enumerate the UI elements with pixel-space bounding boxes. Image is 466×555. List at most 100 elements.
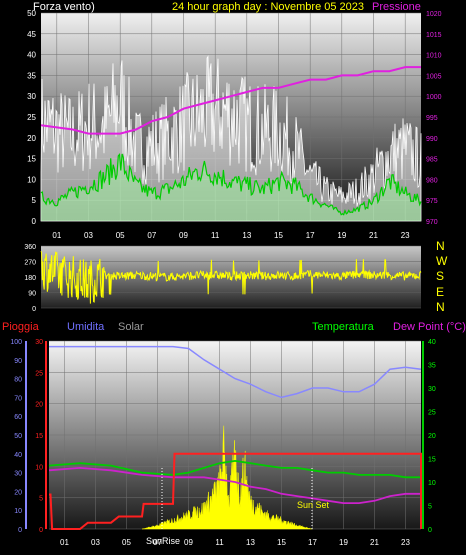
wind-x-tick-label: 07 <box>147 231 156 240</box>
wind-y-tick-label: 15 <box>27 155 36 164</box>
climate-x-tick-label: 17 <box>308 538 317 547</box>
dir-letter-w: W <box>436 254 448 268</box>
temperature-y-tick-label: 5 <box>428 504 432 511</box>
direction-series-line <box>40 251 422 304</box>
temperature-y-tick-label: 25 <box>428 410 436 417</box>
climate-x-tick-label: 11 <box>215 538 224 547</box>
pressure-y-tick-label: 1015 <box>426 32 442 39</box>
wind-y-tick-label: 10 <box>27 175 36 184</box>
dewpoint-label: Dew Point (°C) <box>393 321 466 333</box>
wind-x-tick-label: 05 <box>116 231 125 240</box>
header-right-label: Pressione <box>372 1 421 13</box>
pressure-y-tick-label: 970 <box>426 219 438 226</box>
climate-x-tick-label: 05 <box>122 538 131 547</box>
humidity-y-tick-label: 100 <box>10 339 22 346</box>
humidity-y-tick-label: 60 <box>14 414 22 421</box>
rain-y-tick-label: 25 <box>35 370 43 377</box>
temperature-y-tick-label: 15 <box>428 457 436 464</box>
humidity-y-tick-label: 50 <box>14 433 22 440</box>
sunset-label: Sun Set <box>297 500 330 510</box>
temperature-series-line <box>48 459 421 479</box>
pressure-y-tick-label: 995 <box>426 115 438 122</box>
wind-x-tick-label: 11 <box>211 231 220 240</box>
pressure-y-tick-label: 1000 <box>426 94 442 101</box>
sunrise-label: SunRise <box>146 536 180 546</box>
rain-y-tick-label: 30 <box>35 339 43 346</box>
climate-x-tick-label: 19 <box>339 538 348 547</box>
climate-x-tick-label: 03 <box>91 538 100 547</box>
pressure-y-tick-label: 1020 <box>426 11 442 18</box>
rain-y-tick-label: 20 <box>35 402 43 409</box>
humidity-y-tick-label: 90 <box>14 358 22 365</box>
chart-title: 24 hour graph day : Novembre 05 2023 <box>172 1 364 13</box>
temperature-label: Temperatura <box>312 321 375 333</box>
pressure-y-tick-label: 980 <box>426 177 438 184</box>
temperature-y-tick-label: 0 <box>428 527 432 534</box>
wind-y-tick-label: 50 <box>27 9 36 18</box>
rain-y-tick-label: 5 <box>39 496 43 503</box>
humidity-y-tick-label: 0 <box>18 527 22 534</box>
wind-y-tick-label: 35 <box>27 71 36 80</box>
dir-letter-n-top: N <box>436 239 445 253</box>
wind-y-tick-label: 25 <box>27 113 36 122</box>
climate-x-tick-label: 23 <box>401 538 410 547</box>
humidity-y-tick-label: 20 <box>14 489 22 496</box>
wind-y-tick-label: 0 <box>32 217 37 226</box>
rain-y-tick-label: 10 <box>35 464 43 471</box>
rain-label: Pioggia <box>2 321 40 333</box>
humidity-y-tick-label: 30 <box>14 471 22 478</box>
solar-series-area <box>141 425 313 530</box>
humidity-y-tick-label: 80 <box>14 377 22 384</box>
wind-series-line <box>40 153 422 216</box>
climate-x-tick-label: 07 <box>153 538 162 547</box>
direction-y-tick-label: 0 <box>32 306 36 313</box>
wind-x-tick-label: 13 <box>242 231 251 240</box>
climate-x-tick-label: 01 <box>60 538 69 547</box>
pressure-y-tick-label: 985 <box>426 157 438 164</box>
direction-y-tick-label: 90 <box>28 291 36 298</box>
rain-series-line <box>49 452 422 530</box>
rain-y-tick-label: 15 <box>35 433 43 440</box>
pressure-y-tick-label: 1005 <box>426 73 442 80</box>
wind-x-tick-label: 15 <box>274 231 283 240</box>
dir-letter-n-bottom: N <box>436 300 445 314</box>
temperature-y-tick-label: 10 <box>428 480 436 487</box>
dewpoint-series-line <box>48 466 421 505</box>
wind-x-tick-label: 19 <box>337 231 346 240</box>
wind-y-tick-label: 30 <box>27 92 36 101</box>
wind-x-tick-label: 21 <box>369 231 378 240</box>
temperature-y-tick-label: 20 <box>428 433 436 440</box>
humidity-y-tick-label: 70 <box>14 395 22 402</box>
dir-letter-s: S <box>436 269 444 283</box>
direction-y-tick-label: 180 <box>24 275 36 282</box>
humidity-series-line <box>49 345 422 399</box>
humidity-label: Umidita <box>67 321 105 333</box>
temperature-y-tick-label: 30 <box>428 386 436 393</box>
dir-letter-e: E <box>436 285 444 299</box>
climate-x-tick-label: 15 <box>277 538 286 547</box>
wind-y-tick-label: 45 <box>27 30 36 39</box>
pressure-y-tick-label: 975 <box>426 198 438 205</box>
rain-y-tick-label: 0 <box>39 527 43 534</box>
pressure-series-line <box>40 66 421 135</box>
climate-x-tick-label: 09 <box>184 538 193 547</box>
header-left-label: Forza vento) <box>33 1 95 13</box>
wind-y-tick-label: 20 <box>27 134 36 143</box>
climate-x-tick-label: 21 <box>370 538 379 547</box>
wind-x-tick-label: 01 <box>52 231 61 240</box>
humidity-y-tick-label: 40 <box>14 452 22 459</box>
pressure-y-tick-label: 1010 <box>426 53 442 60</box>
solar-label: Solar <box>118 321 144 333</box>
humidity-y-tick-label: 10 <box>14 508 22 515</box>
wind-y-tick-label: 5 <box>32 196 37 205</box>
wind-y-tick-label: 40 <box>27 51 36 60</box>
direction-y-tick-label: 360 <box>24 244 36 251</box>
wind-x-tick-label: 09 <box>179 231 188 240</box>
wind-x-tick-label: 23 <box>401 231 410 240</box>
temperature-y-tick-label: 35 <box>428 363 436 370</box>
temperature-y-tick-label: 40 <box>428 339 436 346</box>
wind-x-tick-label: 17 <box>306 231 315 240</box>
climate-x-tick-label: 13 <box>246 538 255 547</box>
pressure-y-tick-label: 990 <box>426 136 438 143</box>
